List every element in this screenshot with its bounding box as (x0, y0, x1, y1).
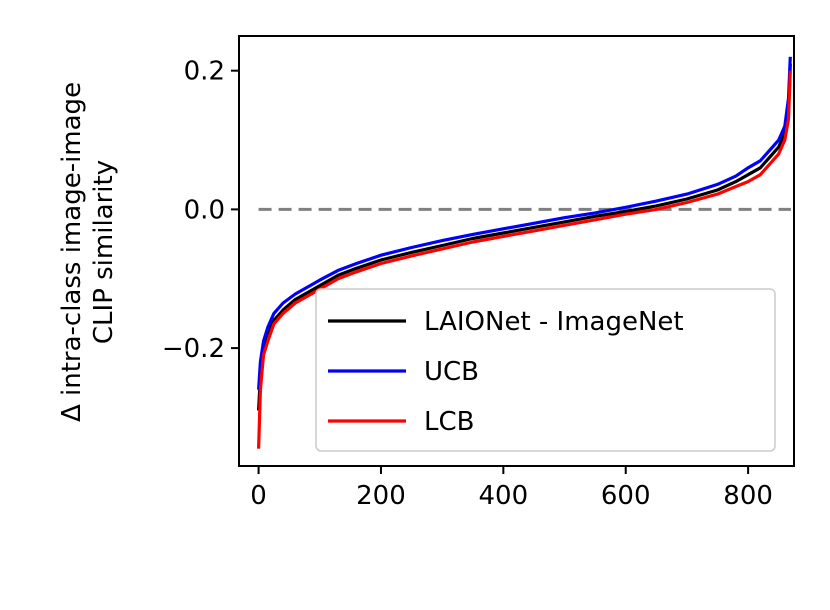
series-line-0 (257, 63, 792, 411)
legend-label-2: LCB (424, 407, 474, 437)
x-tick-label-1: 200 (356, 481, 406, 511)
series-line-2 (257, 70, 792, 449)
x-tick-label-0: 0 (250, 481, 267, 511)
legend-label-0: LAIONet - ImageNet (424, 307, 684, 337)
y-tick-label-2: 0.2 (184, 57, 225, 87)
y-axis-label: Δ intra-class image-image CLIP similarit… (57, 82, 119, 422)
axes-frame (238, 35, 795, 467)
y-tick-label-1: 0.0 (184, 195, 225, 225)
legend: LAIONet - ImageNet UCB LCB (315, 288, 776, 452)
y-tick-label-0: −0.2 (162, 334, 225, 364)
y-axis-label-line-2: CLIP similarity (89, 160, 119, 344)
plot-area (257, 56, 792, 449)
y-axis-label-line-1: Δ intra-class image-image (57, 82, 87, 422)
x-tick-label-2: 400 (479, 481, 529, 511)
axes: 0 200 400 600 800 −0.2 0.0 0.2 (162, 35, 795, 511)
series-line-1 (257, 56, 792, 390)
legend-label-1: UCB (424, 357, 479, 387)
legend-box (315, 288, 776, 452)
x-tick-label-3: 600 (601, 481, 651, 511)
x-tick-label-4: 800 (723, 481, 773, 511)
series-group (257, 56, 792, 449)
